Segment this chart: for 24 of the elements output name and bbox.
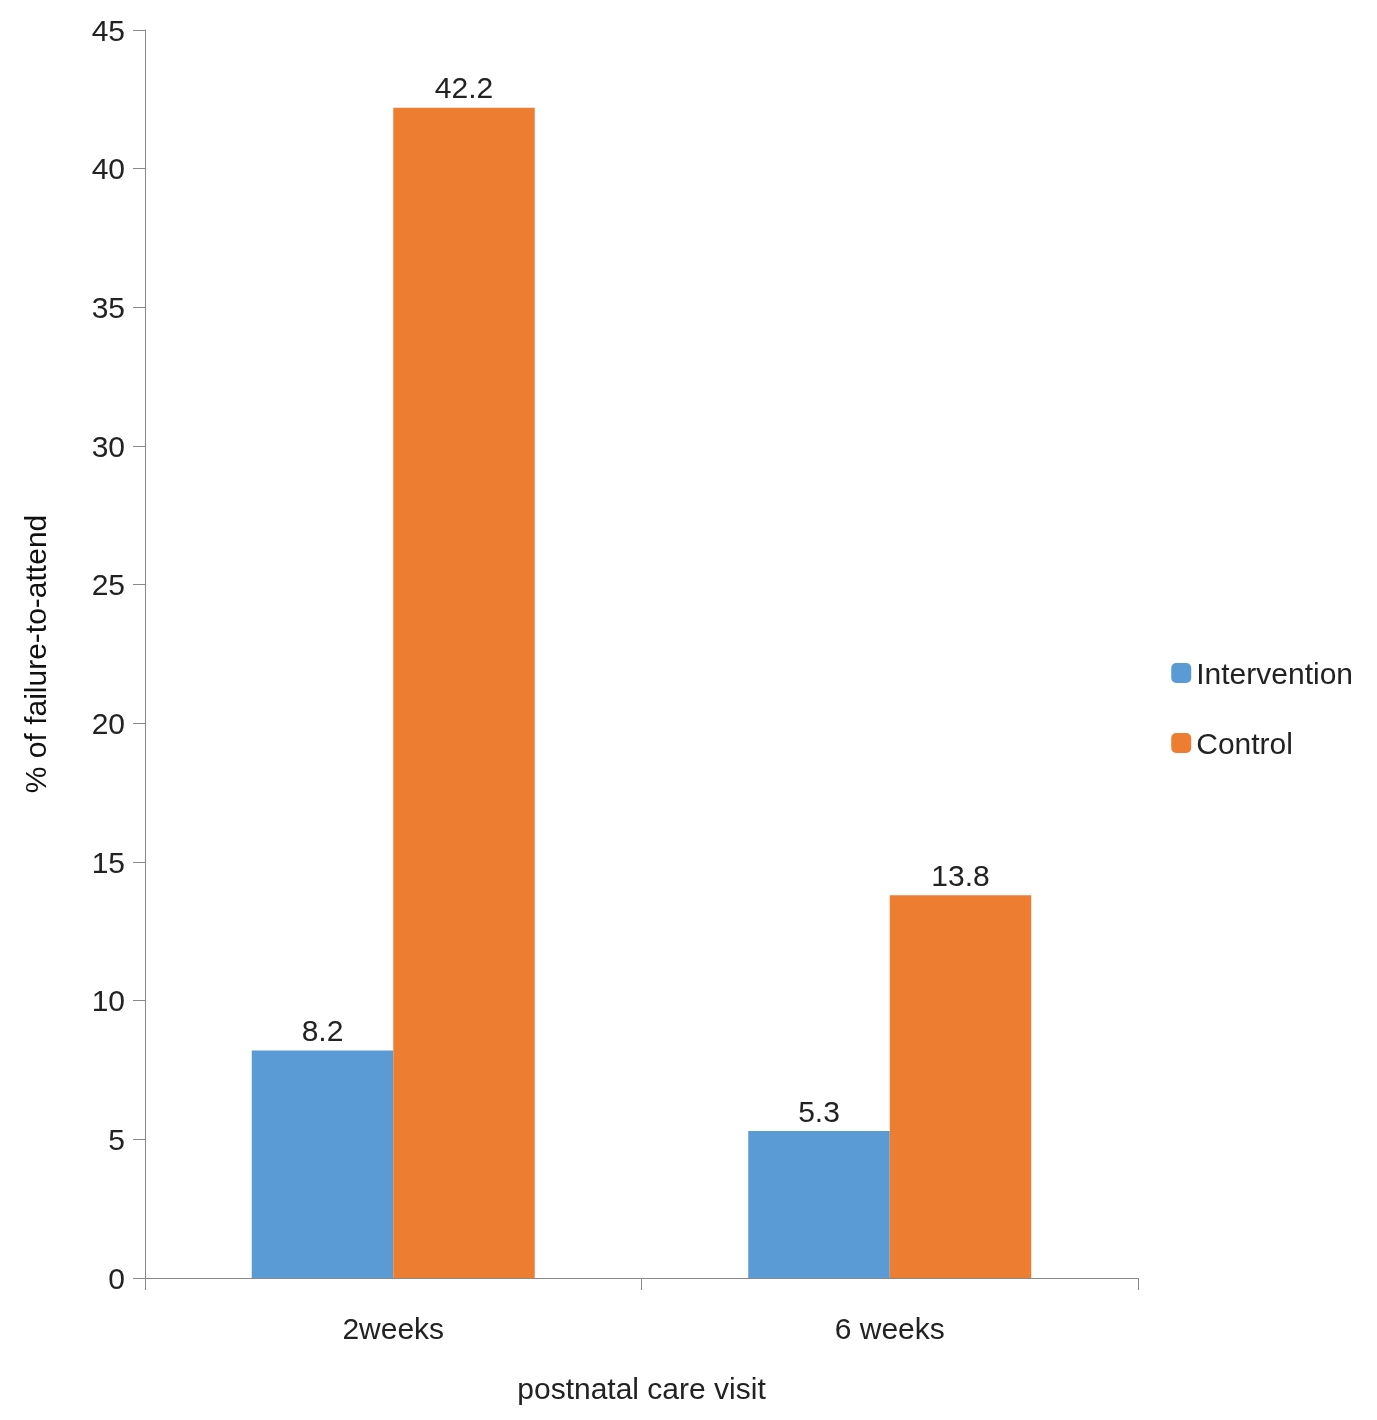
legend-label: Intervention xyxy=(1196,656,1354,690)
x-tick-label: 2weeks xyxy=(342,1311,445,1345)
y-tick-label: 30 xyxy=(91,429,125,463)
data-label: 13.8 xyxy=(931,858,990,892)
bar xyxy=(393,107,535,1278)
y-tick-label: 5 xyxy=(108,1122,125,1156)
data-label: 5.3 xyxy=(798,1094,840,1128)
y-tick-label: 0 xyxy=(108,1261,125,1295)
bar xyxy=(251,1050,394,1278)
bar xyxy=(748,1131,890,1278)
y-tick-label: 10 xyxy=(91,984,125,1018)
y-tick-label: 45 xyxy=(91,13,125,47)
data-label: 42.2 xyxy=(434,71,494,105)
x-tick-label: 6 weeks xyxy=(834,1311,945,1345)
data-label: 8.2 xyxy=(301,1014,344,1048)
y-tick-label: 25 xyxy=(91,568,125,602)
x-axis-title: postnatal care visit xyxy=(517,1371,767,1405)
y-axis-title: % of failure-to-attend xyxy=(18,514,52,794)
y-tick-label: 40 xyxy=(91,152,125,186)
bar xyxy=(889,895,1032,1278)
y-tick-label: 35 xyxy=(91,290,125,324)
y-tick-label: 20 xyxy=(91,706,125,740)
legend-label: Control xyxy=(1196,726,1293,760)
y-tick-label: 15 xyxy=(91,845,125,879)
